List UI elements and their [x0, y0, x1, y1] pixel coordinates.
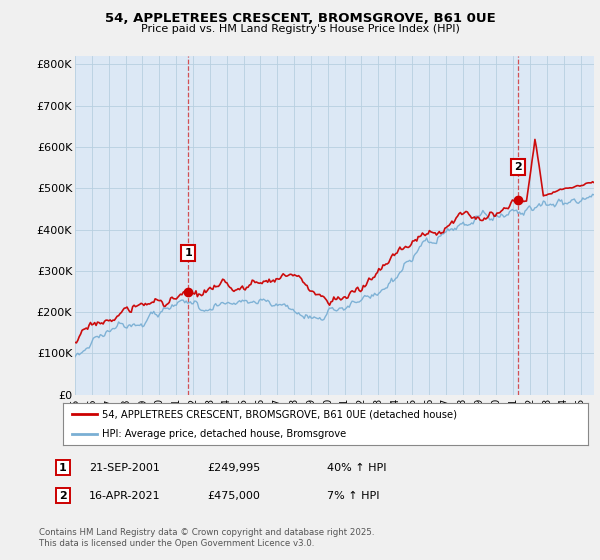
Text: Price paid vs. HM Land Registry's House Price Index (HPI): Price paid vs. HM Land Registry's House …	[140, 24, 460, 34]
Text: 2: 2	[59, 491, 67, 501]
Text: 2: 2	[514, 162, 522, 172]
Text: 1: 1	[59, 463, 67, 473]
Text: £249,995: £249,995	[207, 463, 260, 473]
Text: 54, APPLETREES CRESCENT, BROMSGROVE, B61 0UE (detached house): 54, APPLETREES CRESCENT, BROMSGROVE, B61…	[103, 409, 457, 419]
Text: 21-SEP-2001: 21-SEP-2001	[89, 463, 160, 473]
Text: Contains HM Land Registry data © Crown copyright and database right 2025.
This d: Contains HM Land Registry data © Crown c…	[39, 528, 374, 548]
Text: 7% ↑ HPI: 7% ↑ HPI	[327, 491, 380, 501]
Text: £475,000: £475,000	[207, 491, 260, 501]
Text: 54, APPLETREES CRESCENT, BROMSGROVE, B61 0UE: 54, APPLETREES CRESCENT, BROMSGROVE, B61…	[104, 12, 496, 25]
Text: 40% ↑ HPI: 40% ↑ HPI	[327, 463, 386, 473]
Text: 16-APR-2021: 16-APR-2021	[89, 491, 160, 501]
Text: HPI: Average price, detached house, Bromsgrove: HPI: Average price, detached house, Brom…	[103, 429, 347, 438]
Text: 1: 1	[184, 248, 192, 258]
